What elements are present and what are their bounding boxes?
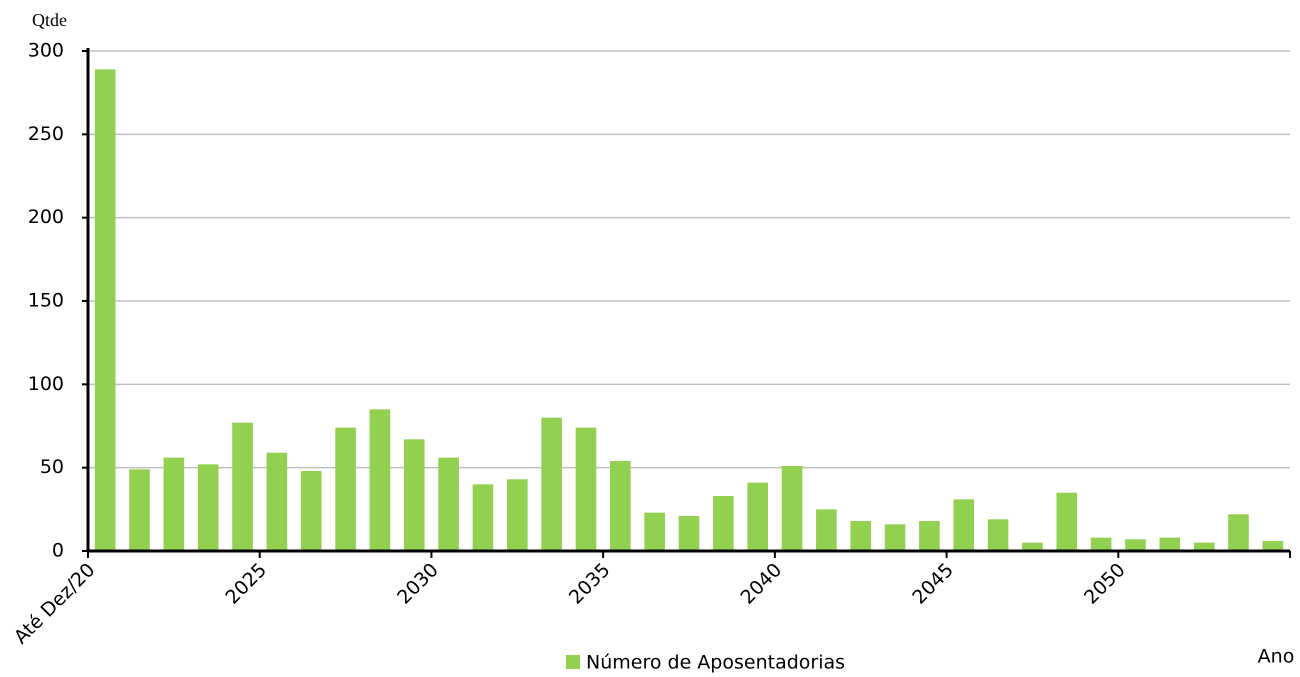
bar xyxy=(1056,492,1078,551)
bar xyxy=(1125,539,1146,551)
legend-swatch xyxy=(566,655,580,669)
bar xyxy=(163,457,185,551)
bar xyxy=(850,521,872,551)
x-tick-label: 2050 xyxy=(1080,559,1130,609)
bar xyxy=(232,422,253,551)
x-axis-title: Ano xyxy=(1258,646,1295,668)
bar xyxy=(1159,537,1181,551)
bar xyxy=(987,519,1009,551)
y-tick-label: 200 xyxy=(28,206,64,228)
bar xyxy=(781,466,803,551)
y-tick-label: 150 xyxy=(28,290,64,312)
bar xyxy=(1193,542,1215,551)
bar xyxy=(403,439,425,551)
bar xyxy=(713,496,734,551)
bar xyxy=(1090,537,1112,551)
bar xyxy=(644,512,665,551)
y-tick-label: 50 xyxy=(40,456,64,478)
bar xyxy=(953,499,975,551)
bar xyxy=(678,516,700,551)
y-axis-title: Qtde xyxy=(32,10,67,30)
bar xyxy=(129,469,150,551)
bar xyxy=(197,464,219,551)
bar xyxy=(472,484,494,551)
bar xyxy=(266,452,288,551)
x-tick-label: Até Dez/20 xyxy=(10,559,100,649)
y-tick-label: 0 xyxy=(52,540,64,562)
bar xyxy=(335,427,356,551)
bar xyxy=(747,482,768,551)
x-tick-label: 2030 xyxy=(393,559,443,609)
bar xyxy=(884,524,906,551)
bar xyxy=(506,479,528,551)
bar xyxy=(610,461,631,551)
bar xyxy=(300,471,322,551)
y-tick-label: 250 xyxy=(28,123,64,145)
legend-label: Número de Aposentadorias xyxy=(586,652,845,674)
x-tick-label: 2025 xyxy=(221,559,271,609)
y-tick-label: 100 xyxy=(28,373,64,395)
bar xyxy=(369,409,391,551)
x-tick-label: 2045 xyxy=(908,559,958,609)
bar xyxy=(816,509,837,551)
bar xyxy=(919,521,940,551)
bar xyxy=(1262,541,1284,551)
x-tick-label: 2040 xyxy=(737,559,787,609)
y-tick-label: 300 xyxy=(28,40,64,62)
bar xyxy=(438,457,459,551)
x-tick-label: 2035 xyxy=(565,559,615,609)
bar xyxy=(94,69,116,551)
bar xyxy=(1022,542,1043,551)
bar xyxy=(575,427,597,551)
bar xyxy=(541,417,562,551)
bar xyxy=(1228,514,1249,551)
